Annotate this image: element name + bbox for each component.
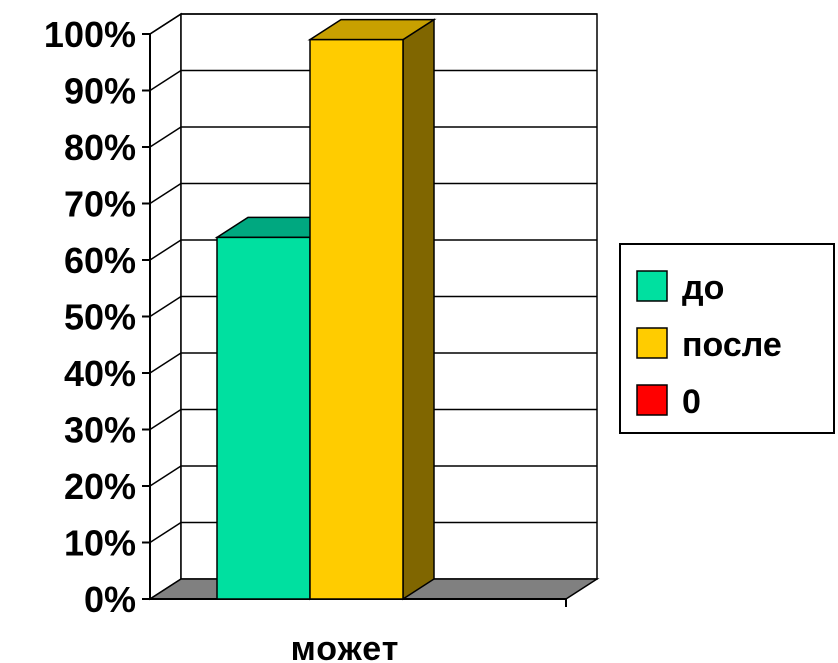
category-label: может	[291, 630, 400, 663]
legend-label: после	[682, 326, 782, 364]
gridline-side	[149, 69, 182, 92]
gridline-side	[149, 465, 182, 487]
gridline-side	[149, 295, 182, 318]
y-tick-label: 60%	[64, 240, 136, 281]
gridline-side	[149, 352, 182, 374]
legend-label: 0	[682, 383, 701, 421]
legend-swatch	[636, 327, 668, 359]
legend: до после 0	[619, 243, 835, 434]
legend-label: до	[682, 269, 724, 307]
y-tick-label: 80%	[64, 127, 136, 168]
y-tick-label: 70%	[64, 184, 136, 225]
bar-front	[309, 38, 404, 600]
y-tick-label: 10%	[64, 523, 136, 564]
y-tick-label: 90%	[64, 71, 136, 112]
y-tick-label: 20%	[64, 466, 136, 507]
bars	[214, 18, 437, 601]
gridline-side	[149, 408, 182, 431]
legend-swatch	[636, 270, 668, 302]
gridline-side	[149, 182, 182, 205]
y-tick-label: 100%	[44, 14, 136, 55]
bar-после	[307, 18, 437, 601]
y-axis-ticks: 0% 10% 20% 30% 40% 50% 60% 70% 80% 90% 100%	[44, 14, 136, 620]
y-tick-label: 0%	[84, 579, 136, 620]
bar-side	[402, 18, 435, 601]
x-axis-categories: может	[291, 630, 400, 663]
gridline-side	[149, 13, 182, 35]
gridline-side	[149, 521, 182, 544]
gridline-side	[149, 239, 182, 261]
gridline-side	[149, 126, 182, 148]
y-tick-label: 40%	[64, 353, 136, 394]
legend-swatch	[636, 384, 668, 416]
y-tick-label: 50%	[64, 297, 136, 338]
y-tick-label: 30%	[64, 410, 136, 451]
bar-front	[216, 236, 311, 600]
